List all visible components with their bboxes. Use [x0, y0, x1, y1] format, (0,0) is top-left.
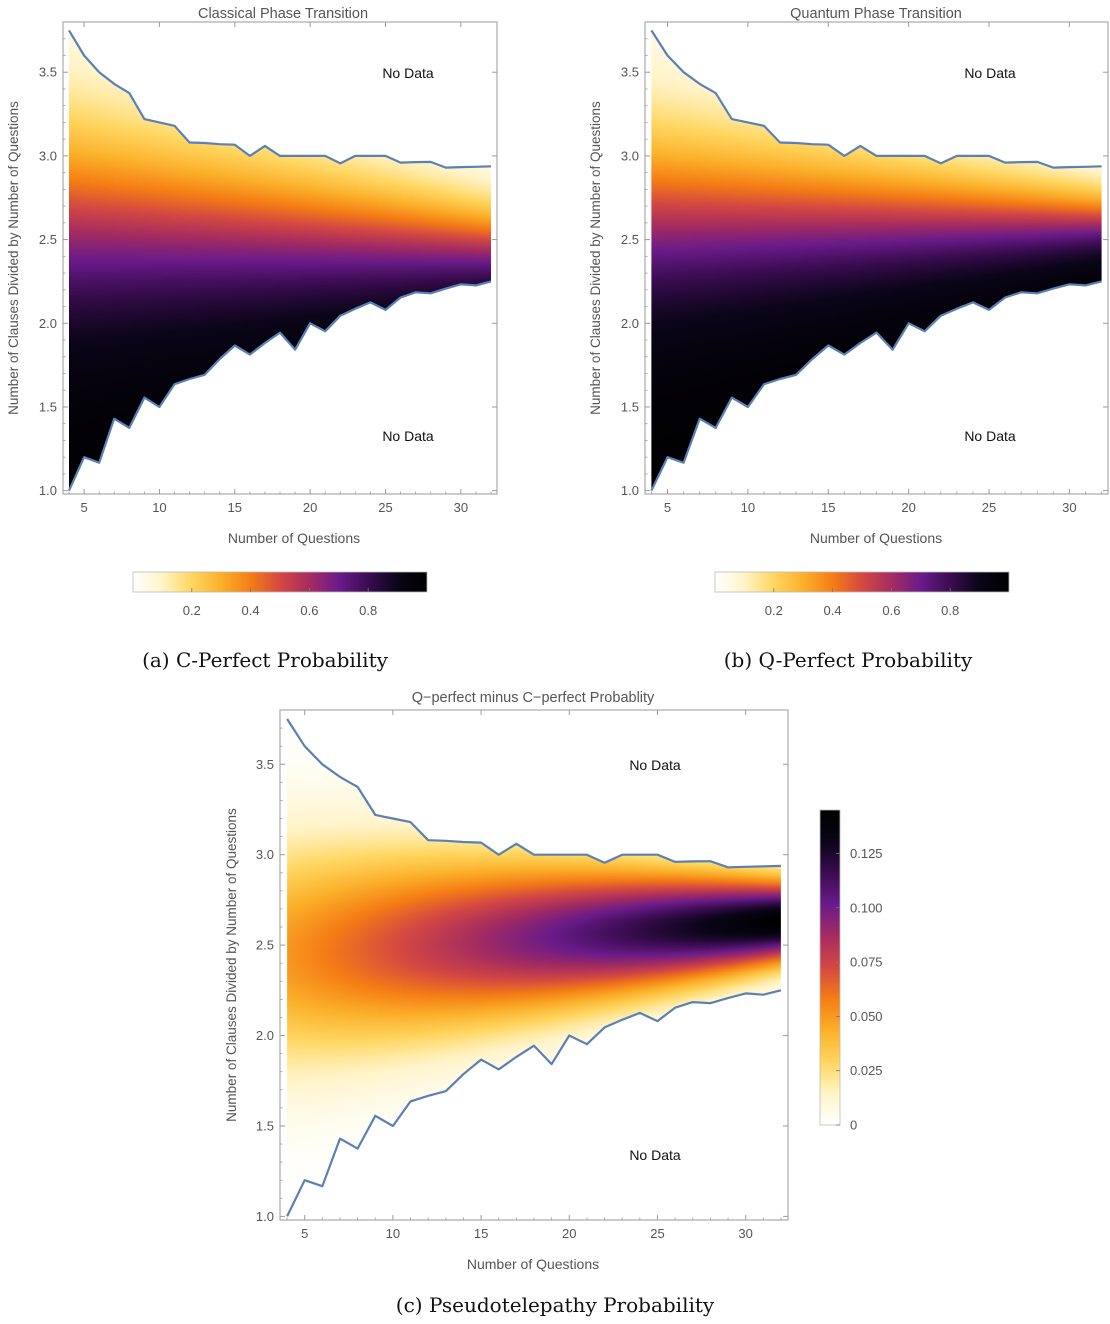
chart-title: Classical Phase Transition — [198, 6, 368, 22]
x-tick-label: 10 — [741, 500, 755, 515]
colorbar-tick-label: 0.100 — [850, 900, 883, 915]
no-data-annotation: No Data — [382, 428, 434, 444]
colorbar-tick-label: 0.075 — [850, 955, 883, 970]
x-tick-label: 30 — [454, 500, 468, 515]
x-axis-label: Number of Questions — [467, 1256, 599, 1272]
y-tick-label: 2.5 — [39, 232, 57, 247]
y-tick-label: 3.0 — [39, 148, 57, 163]
panel-difference: 5 10 15 20 25 30 1.0 1.5 2.0 2.5 3.0 3.5 Q−perfect m… — [224, 690, 883, 1272]
y-tick-label: 3.5 — [39, 65, 57, 80]
caption-c: (c) Pseudotelepathy Probability — [396, 1293, 715, 1317]
y-axis-label: Number of Clauses Divided by Number of Q… — [6, 101, 21, 415]
upper-boundary-line — [68, 29, 492, 169]
lower-boundary-line — [650, 280, 1102, 492]
x-tick-label: 20 — [901, 500, 915, 515]
y-tick-label: 3.5 — [621, 65, 639, 80]
x-tick-label: 10 — [386, 1226, 400, 1241]
colorbar-tick-label: 0.050 — [850, 1009, 883, 1024]
x-tick-label: 15 — [228, 500, 242, 515]
no-data-annotation: No Data — [629, 1147, 681, 1163]
colorbar — [714, 571, 1010, 593]
x-axis-label: Number of Questions — [810, 530, 942, 546]
y-tick-label: 1.5 — [621, 399, 639, 414]
x-tick-label: 25 — [378, 500, 392, 515]
colorbar-tick-label: 0.4 — [824, 603, 842, 618]
panel-classical: 5 10 15 20 25 30 1.0 1.5 2.0 2.5 3.0 3.5 Classical P… — [6, 6, 498, 618]
colorbar-tick-label: 0.8 — [941, 603, 959, 618]
x-tick-label: 20 — [562, 1226, 576, 1241]
colorbar-tick-label: 0 — [850, 1118, 857, 1133]
y-axis-label: Number of Clauses Divided by Number of Q… — [224, 808, 239, 1122]
caption-a: (a) C-Perfect Probability — [142, 648, 389, 672]
x-tick-label: 30 — [1062, 500, 1076, 515]
x-axis-label: Number of Questions — [228, 530, 360, 546]
caption-b: (b) Q-Perfect Probability — [724, 648, 973, 672]
y-tick-label: 2.0 — [39, 316, 57, 331]
x-tick-label: 5 — [664, 500, 671, 515]
x-tick-label: 30 — [738, 1226, 752, 1241]
lower-boundary-line — [67, 280, 492, 492]
y-tick-label: 2.0 — [256, 1028, 274, 1043]
chart-title: Quantum Phase Transition — [790, 6, 962, 22]
y-tick-label: 1.0 — [39, 483, 57, 498]
lower-boundary-line — [286, 989, 782, 1217]
no-data-annotation: No Data — [629, 757, 681, 773]
x-tick-label: 10 — [152, 500, 166, 515]
x-tick-label: 20 — [303, 500, 317, 515]
y-axis-label: Number of Clauses Divided by Number of Q… — [588, 101, 603, 415]
no-data-annotation: No Data — [382, 65, 434, 81]
colorbar-tick-label: 0.125 — [850, 846, 883, 861]
y-tick-label: 1.5 — [39, 399, 57, 414]
x-tick-label: 15 — [474, 1226, 488, 1241]
no-data-annotation: No Data — [964, 428, 1016, 444]
upper-boundary-line — [286, 718, 781, 869]
y-tick-label: 1.5 — [256, 1118, 274, 1133]
y-tick-label: 1.0 — [256, 1209, 274, 1224]
colorbar-tick-label: 0.2 — [765, 603, 783, 618]
y-tick-label: 3.0 — [256, 847, 274, 862]
y-tick-label: 2.5 — [621, 232, 639, 247]
y-tick-label: 3.5 — [256, 757, 274, 772]
colorbar-tick-label: 0.025 — [850, 1063, 883, 1078]
colorbar — [819, 809, 841, 1126]
colorbar-tick-label: 0.4 — [242, 603, 260, 618]
chart-title: Q−perfect minus C−perfect Probablity — [412, 690, 655, 706]
panel-quantum: 5 10 15 20 25 30 1.0 1.5 2.0 2.5 3.0 3.5 Quantum Pha… — [588, 6, 1109, 618]
colorbar-tick-label: 0.8 — [359, 603, 377, 618]
colorbar-tick-label: 0.6 — [300, 603, 318, 618]
x-tick-label: 25 — [982, 500, 996, 515]
colorbar-tick-label: 0.6 — [882, 603, 900, 618]
no-data-annotation: No Data — [964, 65, 1016, 81]
y-tick-label: 2.5 — [256, 938, 274, 953]
x-tick-label: 5 — [301, 1226, 308, 1241]
x-tick-label: 5 — [80, 500, 87, 515]
colorbar-tick-label: 0.2 — [183, 603, 201, 618]
colorbar — [132, 571, 428, 593]
y-tick-label: 1.0 — [621, 483, 639, 498]
x-tick-label: 15 — [821, 500, 835, 515]
y-tick-label: 2.0 — [621, 316, 639, 331]
y-tick-label: 3.0 — [621, 148, 639, 163]
upper-boundary-line — [650, 29, 1102, 169]
x-tick-label: 25 — [650, 1226, 664, 1241]
